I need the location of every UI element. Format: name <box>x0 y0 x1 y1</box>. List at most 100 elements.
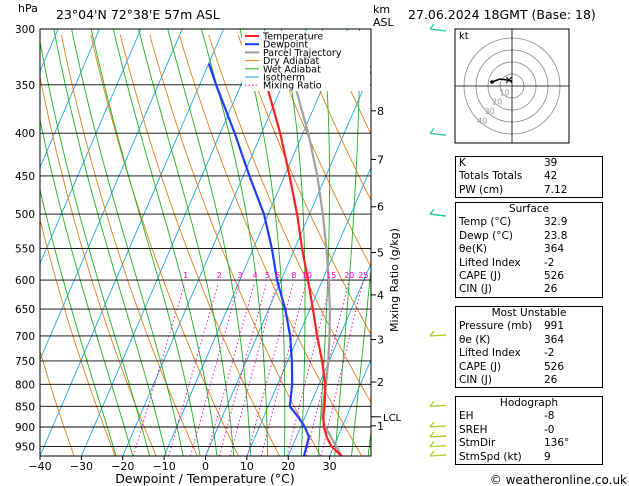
surface-value: 23.8 <box>544 229 568 242</box>
km-tick-label: 8 <box>377 105 384 118</box>
surface-row: CAPE (J) 526 <box>456 270 602 283</box>
mixing-ratio-label: 5 <box>265 271 270 280</box>
hodograph-label: EH <box>459 410 474 423</box>
datetime-title: 27.06.2024 18GMT (Base: 18) <box>408 7 596 22</box>
hodograph-unit: kt <box>459 31 469 42</box>
km-tick-label: 4 <box>377 289 384 302</box>
pressure-tick-label: 600 <box>15 275 35 287</box>
legend-entry: Mixing Ratio <box>263 81 322 92</box>
mixing-ratio-line <box>305 282 349 456</box>
most-unstable-label: CIN (J) <box>459 373 492 386</box>
surface-value: 32.9 <box>544 216 568 229</box>
mixing-ratio-line <box>260 282 307 456</box>
legend-entry: Dry Adiabat <box>263 56 320 67</box>
asl-label: ASL <box>373 16 395 29</box>
index-label: Totals Totals <box>459 170 523 183</box>
wind-barb <box>429 213 447 217</box>
mixing-ratio-label: 4 <box>253 271 258 280</box>
x-tick-label: −10 <box>153 460 176 473</box>
km-tick-label: 6 <box>377 201 384 214</box>
mixing-ratio-line <box>206 282 255 456</box>
pressure-tick-label: 850 <box>15 401 35 413</box>
parcel-trajectory-line <box>287 63 343 456</box>
hodograph-row: SREH -0 <box>456 424 602 437</box>
dry-adiabat-line <box>149 34 321 456</box>
surface-row: θe(K) 364 <box>456 243 602 256</box>
surface-value: 364 <box>544 243 565 256</box>
isotherm-line <box>163 29 349 456</box>
dry-adiabat-line <box>237 34 371 336</box>
index-label: K <box>459 157 466 169</box>
mixing-ratio-label: 2 <box>217 271 222 280</box>
surface-label: Temp (°C) <box>459 216 512 229</box>
surface-row: Temp (°C) 32.9 <box>456 216 602 229</box>
isotherm-line <box>40 29 225 456</box>
km-tick-label: 1 <box>377 420 384 433</box>
wet-adiabat-line <box>280 29 306 456</box>
wind-barb-flag <box>429 441 435 447</box>
hodograph-table: Hodograph EH -8 SREH -0 StmDir 136° StmSpd … <box>455 396 603 465</box>
mixing-ratio-label: 10 <box>302 271 312 280</box>
hodograph-trace <box>491 78 513 83</box>
hodograph-row: StmDir 136° <box>456 437 602 450</box>
lcl-label: LCL <box>383 413 402 424</box>
wind-barb-flag <box>429 431 435 438</box>
hodograph-ring-label: 30 <box>485 107 495 116</box>
x-axis-title: Dewpoint / Temperature (°C) <box>115 471 294 486</box>
legend-entry: Wet Adiabat <box>263 64 321 75</box>
surface-label: CAPE (J) <box>459 269 502 282</box>
wet-adiabat-line <box>239 29 286 456</box>
wind-barb-flag <box>429 208 435 215</box>
pressure-tick-label: 500 <box>15 209 35 221</box>
hodograph-point <box>490 80 494 84</box>
mixing-ratio-line <box>132 282 186 456</box>
km-tick-label: 5 <box>377 247 384 260</box>
hodograph-row: StmSpd (kt) 9 <box>456 451 602 464</box>
wind-barb-flag <box>429 400 435 407</box>
dry-adiabat-line <box>208 34 371 404</box>
x-tick-label: 30 <box>323 460 337 473</box>
dry-adiabat-line <box>119 34 280 456</box>
hodograph-value: 9 <box>544 450 551 463</box>
pressure-tick-label: 650 <box>15 304 35 316</box>
legend-box <box>242 31 370 91</box>
wet-adiabat-line <box>53 29 167 456</box>
km-label: km <box>373 3 390 16</box>
km-tick-label: 3 <box>377 334 384 347</box>
mixing-ratio-label: 15 <box>326 271 336 280</box>
wind-barb <box>429 132 447 136</box>
surface-title: Surface <box>508 203 549 215</box>
wind-barb-flag <box>429 330 435 337</box>
most-unstable-label: Pressure (mb) <box>459 320 533 333</box>
index-value: 39 <box>544 157 558 169</box>
pressure-tick-label: 350 <box>15 80 35 92</box>
x-tick-label: 0 <box>202 460 209 473</box>
storm-motion-marker: ✕ <box>504 74 513 87</box>
most-unstable-value: -2 <box>544 347 555 360</box>
x-tick-label: −30 <box>70 460 93 473</box>
pressure-tick-label: 450 <box>15 171 35 183</box>
isotherm-line <box>287 262 371 456</box>
wind-barb <box>429 444 447 448</box>
wet-adiabat-line <box>167 29 252 456</box>
wind-barb-flag <box>429 450 435 457</box>
location-title: 23°04'N 72°38'E 57m ASL <box>56 7 220 22</box>
mixing-ratio-line <box>229 282 278 456</box>
x-tick-label: −20 <box>111 460 134 473</box>
pressure-tick-label: 400 <box>15 128 35 140</box>
wet-adiabat-line <box>200 29 269 456</box>
index-row: PW (cm) 7.12 <box>456 184 602 197</box>
mixing-ratio-label: 6 <box>275 271 280 280</box>
watermark: © weatheronline.co.uk <box>490 473 627 486</box>
wet-adiabat-line <box>317 29 331 456</box>
wind-barb <box>429 28 447 32</box>
x-tick-label: −40 <box>28 460 51 473</box>
isotherm-line <box>40 29 142 265</box>
hodograph-value: -8 <box>544 410 555 423</box>
hodograph-ring-label: 20 <box>492 98 502 107</box>
dry-adiabat-line <box>90 34 239 456</box>
hodograph-table-title: Hodograph <box>499 397 559 409</box>
temperature-line <box>259 63 343 456</box>
hodograph-label: StmSpd (kt) <box>459 450 522 463</box>
